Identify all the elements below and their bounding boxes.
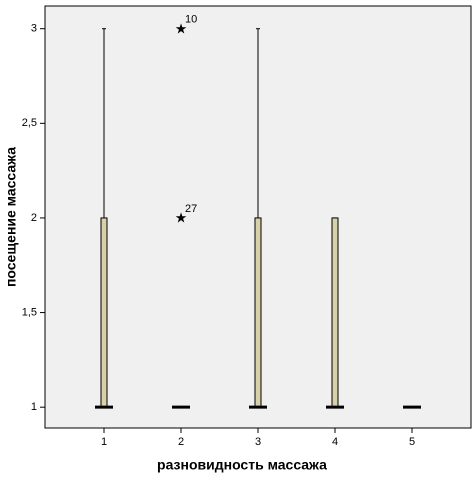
x-tick-label: 4 <box>332 436 338 448</box>
box <box>254 217 262 408</box>
x-tick-label: 5 <box>409 436 415 448</box>
box <box>100 217 108 408</box>
x-axis-title: разновидность массажа <box>157 457 327 473</box>
y-axis-title: посещение массажа <box>3 147 19 287</box>
box <box>331 217 339 408</box>
x-tick-label: 2 <box>178 436 184 448</box>
outlier: ★ <box>175 20 188 36</box>
y-tick-label: 1,5 <box>22 306 37 318</box>
outlier-label: 10 <box>185 14 197 26</box>
outlier: ★ <box>175 210 188 226</box>
y-tick-label: 2 <box>31 212 37 224</box>
y-tick-label: 2,5 <box>22 117 37 129</box>
x-tick-label: 1 <box>101 436 107 448</box>
outlier-label: 27 <box>185 203 197 215</box>
y-tick-label: 1 <box>31 401 37 413</box>
y-tick-label: 3 <box>31 23 37 35</box>
x-tick-label: 3 <box>255 436 261 448</box>
